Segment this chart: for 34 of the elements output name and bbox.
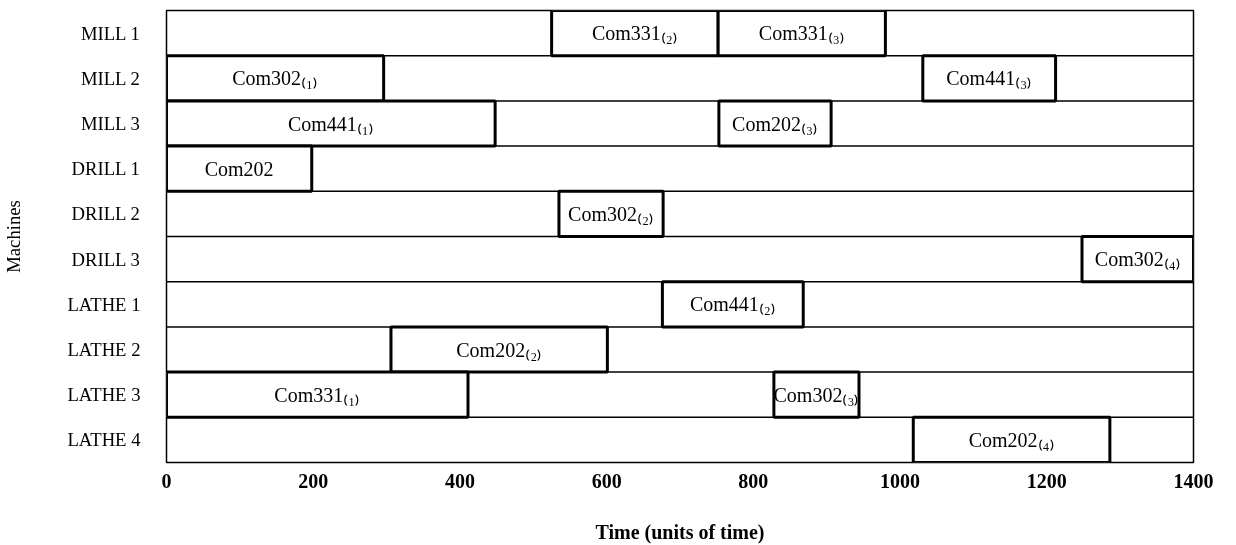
data-label: Com202₍₂₎ [456, 338, 543, 361]
data-label: Com331₍₃₎ [758, 22, 845, 45]
y-tick-label: DRILL 3 [71, 248, 140, 270]
x-tick-label: 1000 [880, 469, 921, 492]
data-label: Com202₍₃₎ [732, 112, 818, 135]
x-tick-label: 400 [444, 469, 475, 492]
data-label: Com331₍₂₎ [591, 22, 678, 45]
y-tick-label: LATHE 2 [67, 339, 141, 360]
data-label: Com441₍₂₎ [689, 293, 776, 316]
data-label: Com441₍₁₎ [287, 112, 374, 135]
data-label: Com202₍₄₎ [968, 428, 1055, 451]
data-label: Com302₍₃₎ [773, 383, 860, 406]
data-label: Com331₍₁₎ [274, 383, 361, 406]
x-tick-label: 1400 [1173, 469, 1214, 492]
data-label: Com302₍₁₎ [232, 67, 319, 90]
x-axis-title: Time (units of time) [595, 520, 765, 544]
x-tick-label: 0 [161, 469, 172, 492]
data-label: Com202 [204, 157, 274, 180]
y-tick-label: DRILL 2 [71, 203, 140, 225]
x-tick-label: 800 [738, 469, 769, 492]
x-tick-label: 1200 [1026, 469, 1067, 492]
y-tick-label: DRILL 1 [71, 158, 140, 180]
y-tick-label: MILL 2 [80, 67, 140, 89]
y-tick-label: LATHE 4 [67, 429, 142, 451]
y-axis-title: Machines [3, 200, 25, 273]
y-tick-label: LATHE 1 [67, 293, 141, 315]
data-label: Com441₍₃₎ [946, 67, 1033, 90]
data-label: Com302₍₂₎ [568, 202, 654, 225]
x-tick-label: 200 [298, 469, 329, 492]
data-label: Com302₍₄₎ [1094, 248, 1181, 271]
x-tick-label: 600 [591, 469, 622, 492]
y-tick-label: LATHE 3 [67, 384, 141, 406]
y-tick-label: MILL 1 [80, 22, 140, 44]
y-tick-label: MILL 3 [80, 113, 140, 134]
